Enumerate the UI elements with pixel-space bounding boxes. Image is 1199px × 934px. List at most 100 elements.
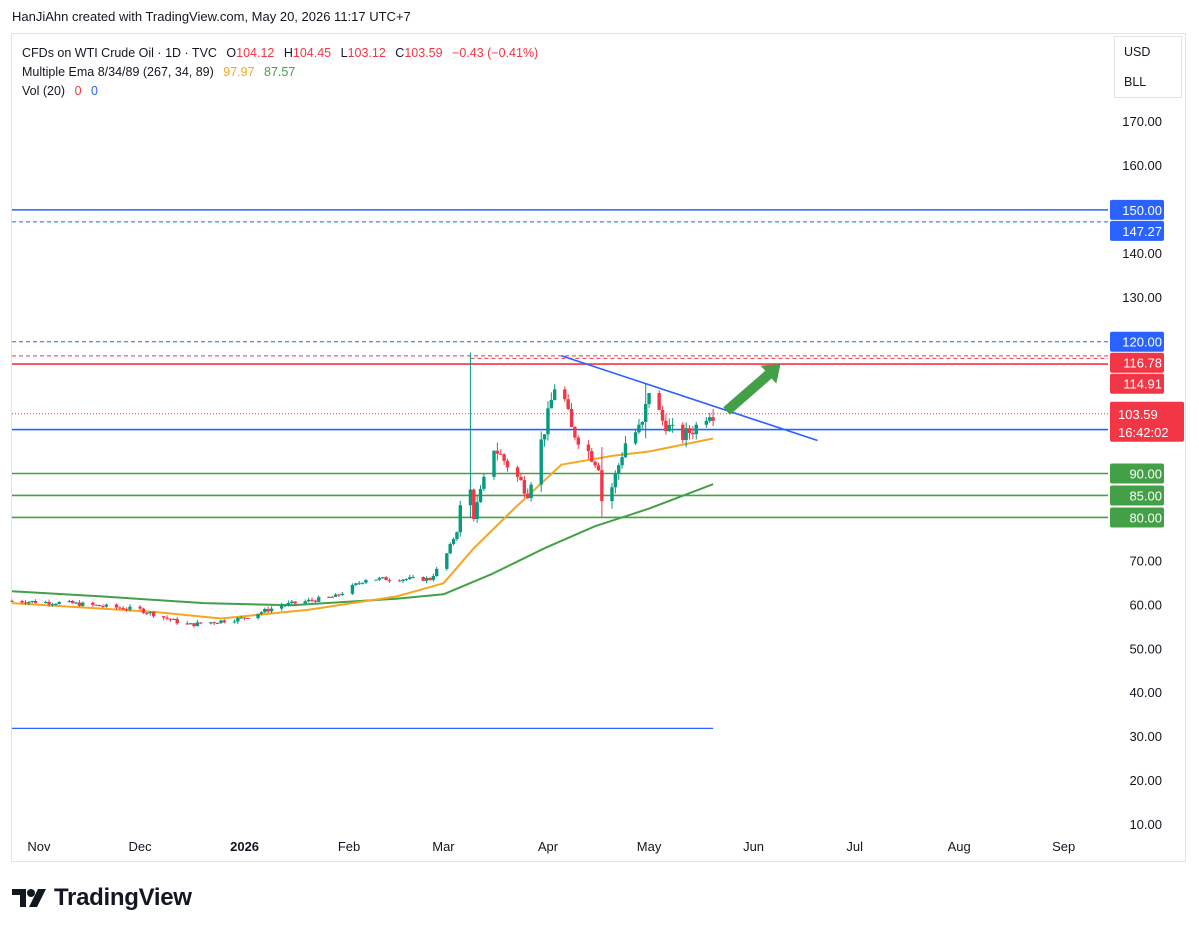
candle-body[interactable] — [236, 617, 240, 622]
candle-body[interactable] — [360, 582, 365, 584]
candle-body[interactable] — [212, 622, 216, 624]
candle-body[interactable] — [586, 444, 591, 452]
candle-body[interactable] — [408, 577, 412, 579]
candle-body[interactable] — [33, 601, 38, 603]
candle-body[interactable] — [47, 601, 51, 605]
candle-body[interactable] — [445, 553, 449, 569]
breakout-arrow[interactable] — [723, 364, 781, 415]
candle-body[interactable] — [637, 424, 641, 433]
candle-body[interactable] — [657, 393, 661, 410]
candle-body[interactable] — [121, 608, 125, 610]
candle-body[interactable] — [687, 428, 692, 433]
candle-body[interactable] — [458, 505, 463, 533]
candle-body[interactable] — [185, 623, 189, 625]
candle-body[interactable] — [263, 609, 267, 613]
candle-body[interactable] — [411, 576, 415, 578]
candle-body[interactable] — [77, 602, 82, 606]
candle-body[interactable] — [81, 602, 85, 606]
candle-body[interactable] — [633, 432, 638, 444]
candle-body[interactable] — [708, 417, 712, 421]
candle-body[interactable] — [57, 601, 61, 604]
candle-body[interactable] — [306, 599, 311, 602]
candle-body[interactable] — [283, 605, 287, 607]
tradingview-logo[interactable]: TradingView — [12, 884, 192, 912]
candle-body[interactable] — [54, 603, 58, 605]
candle-body[interactable] — [124, 609, 129, 611]
candle-body[interactable] — [522, 480, 527, 494]
candle-body[interactable] — [670, 424, 675, 426]
candle-body[interactable] — [499, 453, 503, 455]
candle-body[interactable] — [70, 600, 75, 604]
candle-body[interactable] — [472, 489, 476, 520]
axis-unit-box[interactable]: USD BLL — [1114, 36, 1182, 98]
candle-body[interactable] — [269, 608, 274, 612]
candle-body[interactable] — [141, 608, 146, 613]
candle-body[interactable] — [684, 428, 688, 440]
candle-body[interactable] — [354, 583, 358, 585]
symbol-label[interactable]: CFDs on WTI Crude Oil · 1D · TVC — [22, 46, 217, 60]
candle-body[interactable] — [172, 618, 176, 620]
candle-body[interactable] — [195, 622, 200, 627]
candle-body[interactable] — [30, 601, 34, 603]
candle-body[interactable] — [350, 584, 355, 594]
candle-body[interactable] — [529, 484, 533, 499]
candle-body[interactable] — [44, 601, 48, 603]
candle-body[interactable] — [711, 417, 715, 421]
candle-body[interactable] — [660, 409, 665, 421]
candle-body[interactable] — [104, 604, 109, 607]
candle-body[interactable] — [232, 621, 237, 623]
candle-body[interactable] — [128, 606, 132, 610]
candle-body[interactable] — [593, 461, 597, 466]
candle-body[interactable] — [313, 600, 318, 602]
candle-body[interactable] — [387, 580, 392, 582]
candle-body[interactable] — [613, 473, 618, 488]
candle-body[interactable] — [340, 593, 345, 596]
candle-body[interactable] — [573, 427, 577, 438]
candle-body[interactable] — [27, 601, 31, 604]
candle-body[interactable] — [495, 450, 500, 454]
candle-body[interactable] — [482, 476, 486, 489]
candle-body[interactable] — [643, 403, 648, 422]
candle-body[interactable] — [74, 602, 78, 604]
candle-body[interactable] — [404, 578, 409, 580]
candle-body[interactable] — [505, 460, 510, 468]
candle-body[interactable] — [647, 393, 651, 404]
candle-body[interactable] — [620, 457, 624, 466]
candle-body[interactable] — [333, 594, 338, 597]
candle-body[interactable] — [617, 465, 621, 474]
candle-body[interactable] — [640, 421, 645, 425]
descending-trendline[interactable] — [561, 354, 818, 442]
candle-body[interactable] — [502, 454, 506, 461]
candle-body[interactable] — [478, 488, 483, 503]
candle-body[interactable] — [384, 577, 388, 581]
candle-body[interactable] — [175, 618, 179, 624]
candle-body[interactable] — [566, 399, 570, 409]
candle-body[interactable] — [552, 389, 557, 401]
candle-body[interactable] — [114, 604, 119, 608]
candle-body[interactable] — [188, 623, 193, 625]
candle-body[interactable] — [161, 616, 166, 618]
candle-body[interactable] — [435, 568, 439, 577]
candle-body[interactable] — [50, 604, 55, 606]
candle-body[interactable] — [424, 577, 429, 581]
currency-label[interactable]: USD — [1124, 45, 1151, 59]
unit-label[interactable]: BLL — [1124, 75, 1147, 89]
candle-body[interactable] — [256, 613, 260, 619]
candle-body[interactable] — [468, 489, 473, 506]
candle-body[interactable] — [192, 623, 196, 627]
candle-body[interactable] — [704, 420, 709, 425]
candle-body[interactable] — [364, 580, 368, 583]
candle-body[interactable] — [526, 493, 530, 499]
candle-body[interactable] — [23, 602, 28, 604]
candle-body[interactable] — [596, 465, 601, 471]
volume-label[interactable]: Vol (20) — [22, 84, 66, 98]
candle-body[interactable] — [330, 596, 334, 598]
candle-body[interactable] — [279, 605, 284, 609]
candle-body[interactable] — [67, 600, 72, 602]
candle-body[interactable] — [242, 617, 247, 619]
candle-body[interactable] — [664, 420, 668, 432]
candle-body[interactable] — [421, 576, 425, 581]
candle-body[interactable] — [239, 617, 243, 619]
candle-body[interactable] — [138, 606, 142, 609]
